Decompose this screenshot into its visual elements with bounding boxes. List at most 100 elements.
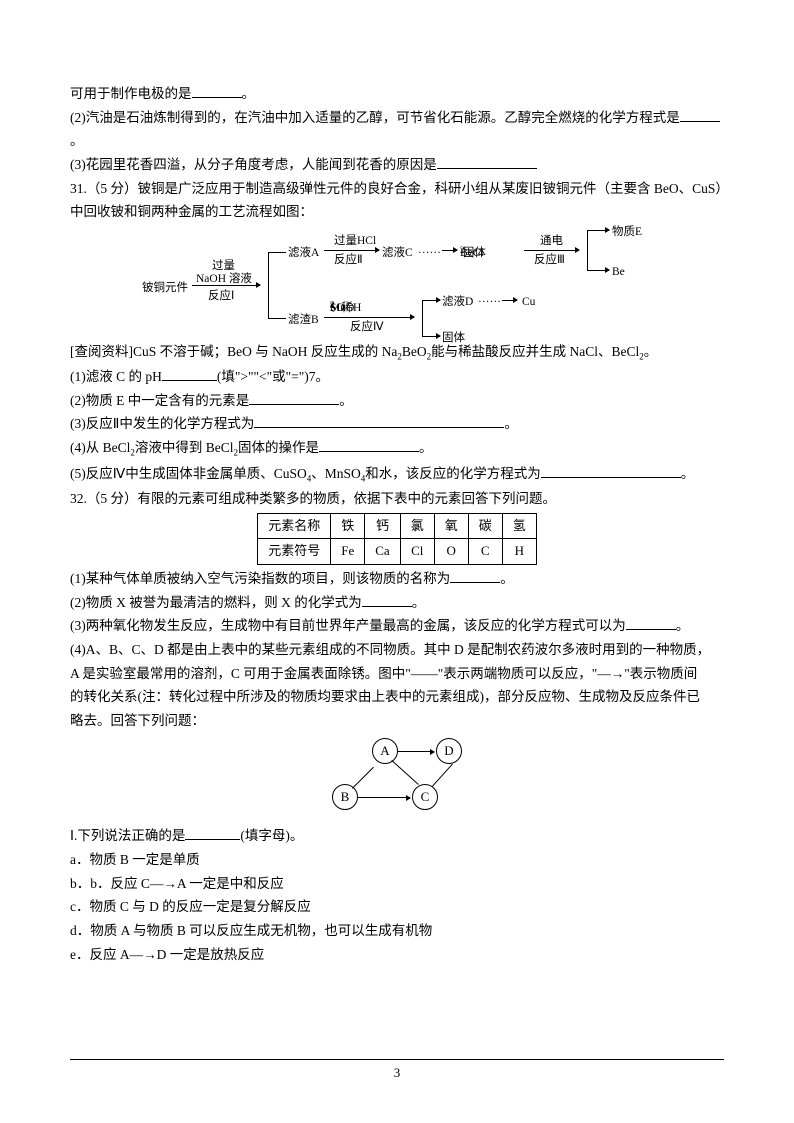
cell: 元素名称 bbox=[258, 513, 331, 539]
f-lb: 滤渣B bbox=[288, 310, 319, 330]
dots2: ······ bbox=[478, 292, 501, 312]
q32: 32.（5 分）有限的元素可组成种类繁多的物质，依据下表中的元素回答下列问题。 bbox=[70, 487, 724, 511]
opt-e: e．反应 A—→D 一定是放热反应 bbox=[70, 943, 724, 967]
txt: (3)反应Ⅱ中发生的化学方程式为 bbox=[70, 416, 254, 431]
txt: 。 bbox=[70, 133, 84, 148]
opt-c: c．物质 C 与 D 的反应一定是复分解反应 bbox=[70, 895, 724, 919]
blank bbox=[626, 616, 676, 631]
blank bbox=[680, 107, 720, 122]
txt: [查阅资料]CuS 不溶于碱；BeO 与 NaOH 反应生成的 Na bbox=[70, 344, 397, 359]
q32-4c: 的转化关系(注：转化过程中所涉及的物质均要求由上表中的元素组成)，部分反应物、生… bbox=[70, 685, 724, 709]
txt: (填">""<"或"=")7。 bbox=[217, 369, 329, 384]
txt: (1)滤液 C 的 pH bbox=[70, 369, 162, 384]
blank bbox=[319, 438, 419, 453]
p03: (3)花园里花香四溢，从分子角度考虑，人能闻到花香的原因是 bbox=[70, 153, 724, 177]
blank bbox=[541, 463, 681, 478]
arrow bbox=[587, 270, 609, 271]
cell: 氢 bbox=[502, 513, 536, 539]
edge-ad bbox=[398, 751, 434, 752]
cell: 氯 bbox=[400, 513, 434, 539]
f-be: Be bbox=[612, 262, 625, 282]
blank bbox=[192, 84, 242, 99]
q32-4b: A 是实验室最常用的溶剂，C 可用于金属表面除锈。图中"——"表示两端物质可以反… bbox=[70, 662, 724, 686]
info: [查阅资料]CuS 不溶于碱；BeO 与 NaOH 反应生成的 Na2BeO2能… bbox=[70, 340, 724, 365]
txt: 。 bbox=[644, 344, 658, 359]
txt: (3)花园里花香四溢，从分子角度考虑，人能闻到花香的原因是 bbox=[70, 157, 437, 172]
txt: 、MnSO bbox=[311, 466, 361, 481]
edge-bc bbox=[358, 797, 410, 798]
cell: 碳 bbox=[468, 513, 502, 539]
blank bbox=[162, 367, 217, 382]
txt: (填字母)。 bbox=[240, 828, 303, 843]
q32-3: (3)两种氧化物发生反应，生成物中有目前世界年产量最高的金属，该反应的化学方程式… bbox=[70, 614, 724, 638]
arrow bbox=[422, 336, 440, 337]
txt: (2)汽油是石油炼制得到的，在汽油中加入适量的乙醇，可节省化石能源。乙醇完全燃烧… bbox=[70, 110, 680, 125]
f-start: 铍铜元件 bbox=[142, 278, 188, 298]
txt: Ⅰ.下列说法正确的是 bbox=[70, 828, 185, 843]
blank bbox=[450, 569, 500, 584]
cell: Ca bbox=[365, 539, 400, 565]
edge-cd bbox=[432, 764, 453, 787]
blank bbox=[254, 414, 504, 429]
cell: 元素符号 bbox=[258, 539, 331, 565]
blank bbox=[249, 390, 339, 405]
blank bbox=[437, 154, 537, 169]
dots: ······ bbox=[418, 243, 441, 263]
f-s2b: 反应Ⅱ bbox=[334, 250, 363, 270]
q31-4: (4)从 BeCl2溶液中得到 BeCl2固体的操作是。 bbox=[70, 436, 724, 461]
node-a: A bbox=[372, 738, 398, 764]
arrow bbox=[442, 250, 457, 251]
txt: BeO bbox=[402, 344, 427, 359]
I: Ⅰ.下列说法正确的是 (填字母)。 bbox=[70, 824, 724, 848]
q31b: 中回收铍和铜两种金属的工艺流程如图： bbox=[70, 200, 724, 224]
q32-1: (1)某种气体单质被纳入空气污染指数的项目，则该物质的名称为。 bbox=[70, 567, 724, 591]
txt: 固体的操作是 bbox=[238, 440, 319, 455]
f-la: 滤液A bbox=[288, 243, 319, 263]
txt: 固体 bbox=[463, 243, 486, 263]
f-s1c: 反应Ⅰ bbox=[208, 286, 234, 306]
txt: (3)两种氧化物发生反应，生成物中有目前世界年产量最高的金属，该反应的化学方程式… bbox=[70, 618, 626, 633]
vline bbox=[268, 252, 269, 318]
cell: 钙 bbox=[365, 513, 400, 539]
arrow bbox=[587, 230, 609, 231]
f-s4d: 反应Ⅳ bbox=[350, 317, 384, 337]
txt: (4)从 BeCl bbox=[70, 440, 130, 455]
node-d: D bbox=[436, 738, 462, 764]
f-e: 物质E bbox=[612, 222, 642, 242]
f-gt: 固体 bbox=[442, 328, 465, 348]
opt-d: d．物质 A 与物质 B 可以反应生成无机物，也可以生成有机物 bbox=[70, 919, 724, 943]
relation-diagram: A D B C bbox=[322, 738, 472, 818]
f-s2a: 过量HCl bbox=[334, 231, 376, 251]
hline bbox=[268, 252, 286, 253]
vline bbox=[587, 230, 588, 270]
process-flowchart: 铍铜元件 过量 NaOH 溶液 反应Ⅰ 滤液A 过量HCl 反应Ⅱ 滤液C ··… bbox=[142, 228, 652, 336]
txt: (2)物质 E 中一定含有的元素是 bbox=[70, 393, 249, 408]
cell: 铁 bbox=[331, 513, 365, 539]
node-b: B bbox=[332, 784, 358, 810]
txt: 溶液中得到 BeCl bbox=[135, 440, 234, 455]
cell: H bbox=[502, 539, 536, 565]
table-row: 元素名称 铁 钙 氯 氧 碳 氢 bbox=[258, 513, 537, 539]
q31-2: (2)物质 E 中一定含有的元素是。 bbox=[70, 389, 724, 413]
cell: Fe bbox=[331, 539, 365, 565]
q31-1: (1)滤液 C 的 pH (填">""<"或"=")7。 bbox=[70, 365, 724, 389]
cell: C bbox=[468, 539, 502, 565]
p02: (2)汽油是石油炼制得到的，在汽油中加入适量的乙醇，可节省化石能源。乙醇完全燃烧… bbox=[70, 106, 724, 153]
page-number: 3 bbox=[70, 1059, 724, 1085]
cell: 氧 bbox=[434, 513, 468, 539]
q31a: 31.（5 分）铍铜是广泛应用于制造高级弹性元件的良好合金，科研小组从某废旧铍铜… bbox=[70, 177, 724, 201]
f-cu: Cu bbox=[522, 292, 535, 312]
arrow bbox=[502, 300, 517, 301]
f-ld: 滤液D bbox=[442, 292, 473, 312]
p01: 可用于制作电极的是。 bbox=[70, 82, 724, 106]
q31-3: (3)反应Ⅱ中发生的化学方程式为。 bbox=[70, 412, 724, 436]
q31-5: (5)反应Ⅳ中生成固体非金属单质、CuSO4、MnSO4和水，该反应的化学方程式… bbox=[70, 462, 724, 487]
f-s3a: 通电 bbox=[540, 231, 563, 251]
txt: 。 bbox=[242, 86, 256, 101]
hline bbox=[268, 318, 286, 319]
opt-b: b．b．反应 C—→A 一定是中和反应 bbox=[70, 872, 724, 896]
q32-4d: 略去。回答下列问题： bbox=[70, 709, 724, 733]
blank bbox=[362, 592, 412, 607]
cell: O bbox=[434, 539, 468, 565]
q32-2: (2)物质 X 被誉为最清洁的燃料，则 X 的化学式为。 bbox=[70, 591, 724, 615]
